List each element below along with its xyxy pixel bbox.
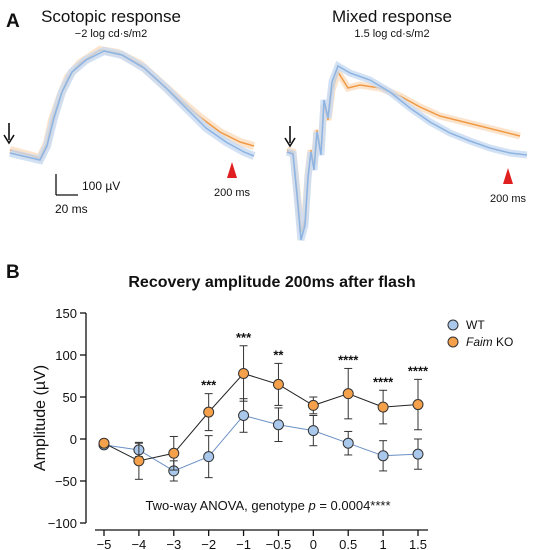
flash-arrow-icon [284,126,296,148]
significance-label: **** [408,363,429,378]
scotopic-200ms-marker-icon [227,162,237,178]
x-tick-label: 0 [310,537,317,550]
data-point [342,388,354,400]
x-tick-label: −1 [236,537,251,550]
y-tick-label: −100 [48,516,77,531]
legend-wt-marker [447,319,459,331]
mixed-200ms-marker-icon [503,168,513,184]
significance-label: *** [201,378,217,393]
data-point [342,437,354,449]
scale-bar [55,174,78,196]
mixed-traces [285,60,528,241]
data-point [133,455,145,467]
scotopic-wt-trace [9,50,255,161]
legend: WT Faim KO [447,318,513,349]
mixed-title: Mixed response [332,7,452,26]
panel-a-letter: A [6,11,20,32]
data-point [238,409,250,421]
x-tick-label: 1.5 [409,537,427,550]
significance-label: *** [236,330,252,345]
scotopic-title: Scotopic response [41,7,181,26]
data-point [307,425,319,437]
chart-axes: −100 −50 0 50 100 150 −5 −4 −3 −2 −1 −0.5 0 0.5 1 1.5 [48,306,428,550]
significance-label: **** [373,374,394,389]
x-tick-label: −5 [97,537,112,550]
y-tick-label: −50 [55,474,77,489]
series-line [103,372,419,462]
series-wt [98,398,424,482]
mixed-subtitle: 1.5 log cd·s/m2 [354,28,429,40]
data-point [307,399,319,411]
chart-title: Recovery amplitude 200ms after flash [128,274,415,291]
data-point [272,378,284,390]
y-axis-label: Amplitude (µV) [32,365,49,471]
anova-annotation: Two-way ANOVA, genotype p = 0.0004**** [145,498,390,513]
data-point [238,367,250,379]
data-point [377,401,389,413]
series-line [103,414,419,472]
y-tick-label: 150 [55,306,77,321]
scale-bar-x-label: 20 ms [55,202,88,216]
data-point [412,448,424,460]
mixed-marker-label: 200 ms [490,193,527,205]
scotopic-marker-label: 200 ms [214,187,251,199]
legend-ko-marker [447,336,459,348]
data-point [412,399,424,411]
data-point [203,406,215,418]
scale-bar-y-label: 100 µV [82,179,120,193]
mixed-wt-trace [286,64,528,241]
x-tick-label: −3 [166,537,181,550]
legend-wt-label: WT [466,318,485,332]
x-tick-label: 0.5 [339,537,357,550]
y-tick-label: 100 [55,348,77,363]
scotopic-subtitle: −2 log cd·s/m2 [75,28,147,40]
series-ko [98,345,424,480]
significance-label: ** [273,347,284,362]
scotopic-traces [8,45,256,165]
y-tick-label: 0 [70,432,77,447]
legend-ko-label: Faim KO [466,335,513,349]
chart-marks: ******** ************ [98,330,429,482]
flash-arrow-icon [3,123,15,145]
panel-b-letter: B [6,262,20,283]
data-point [98,437,110,449]
x-tick-label: −2 [201,537,216,550]
data-point [203,451,215,463]
y-tick-label: 50 [63,390,77,405]
data-point [377,450,389,462]
significance-label: **** [338,352,359,367]
x-tick-label: 1 [379,537,386,550]
data-point [272,419,284,431]
x-tick-label: −0.5 [266,537,292,550]
x-tick-label: −4 [131,537,146,550]
data-point [168,447,180,459]
